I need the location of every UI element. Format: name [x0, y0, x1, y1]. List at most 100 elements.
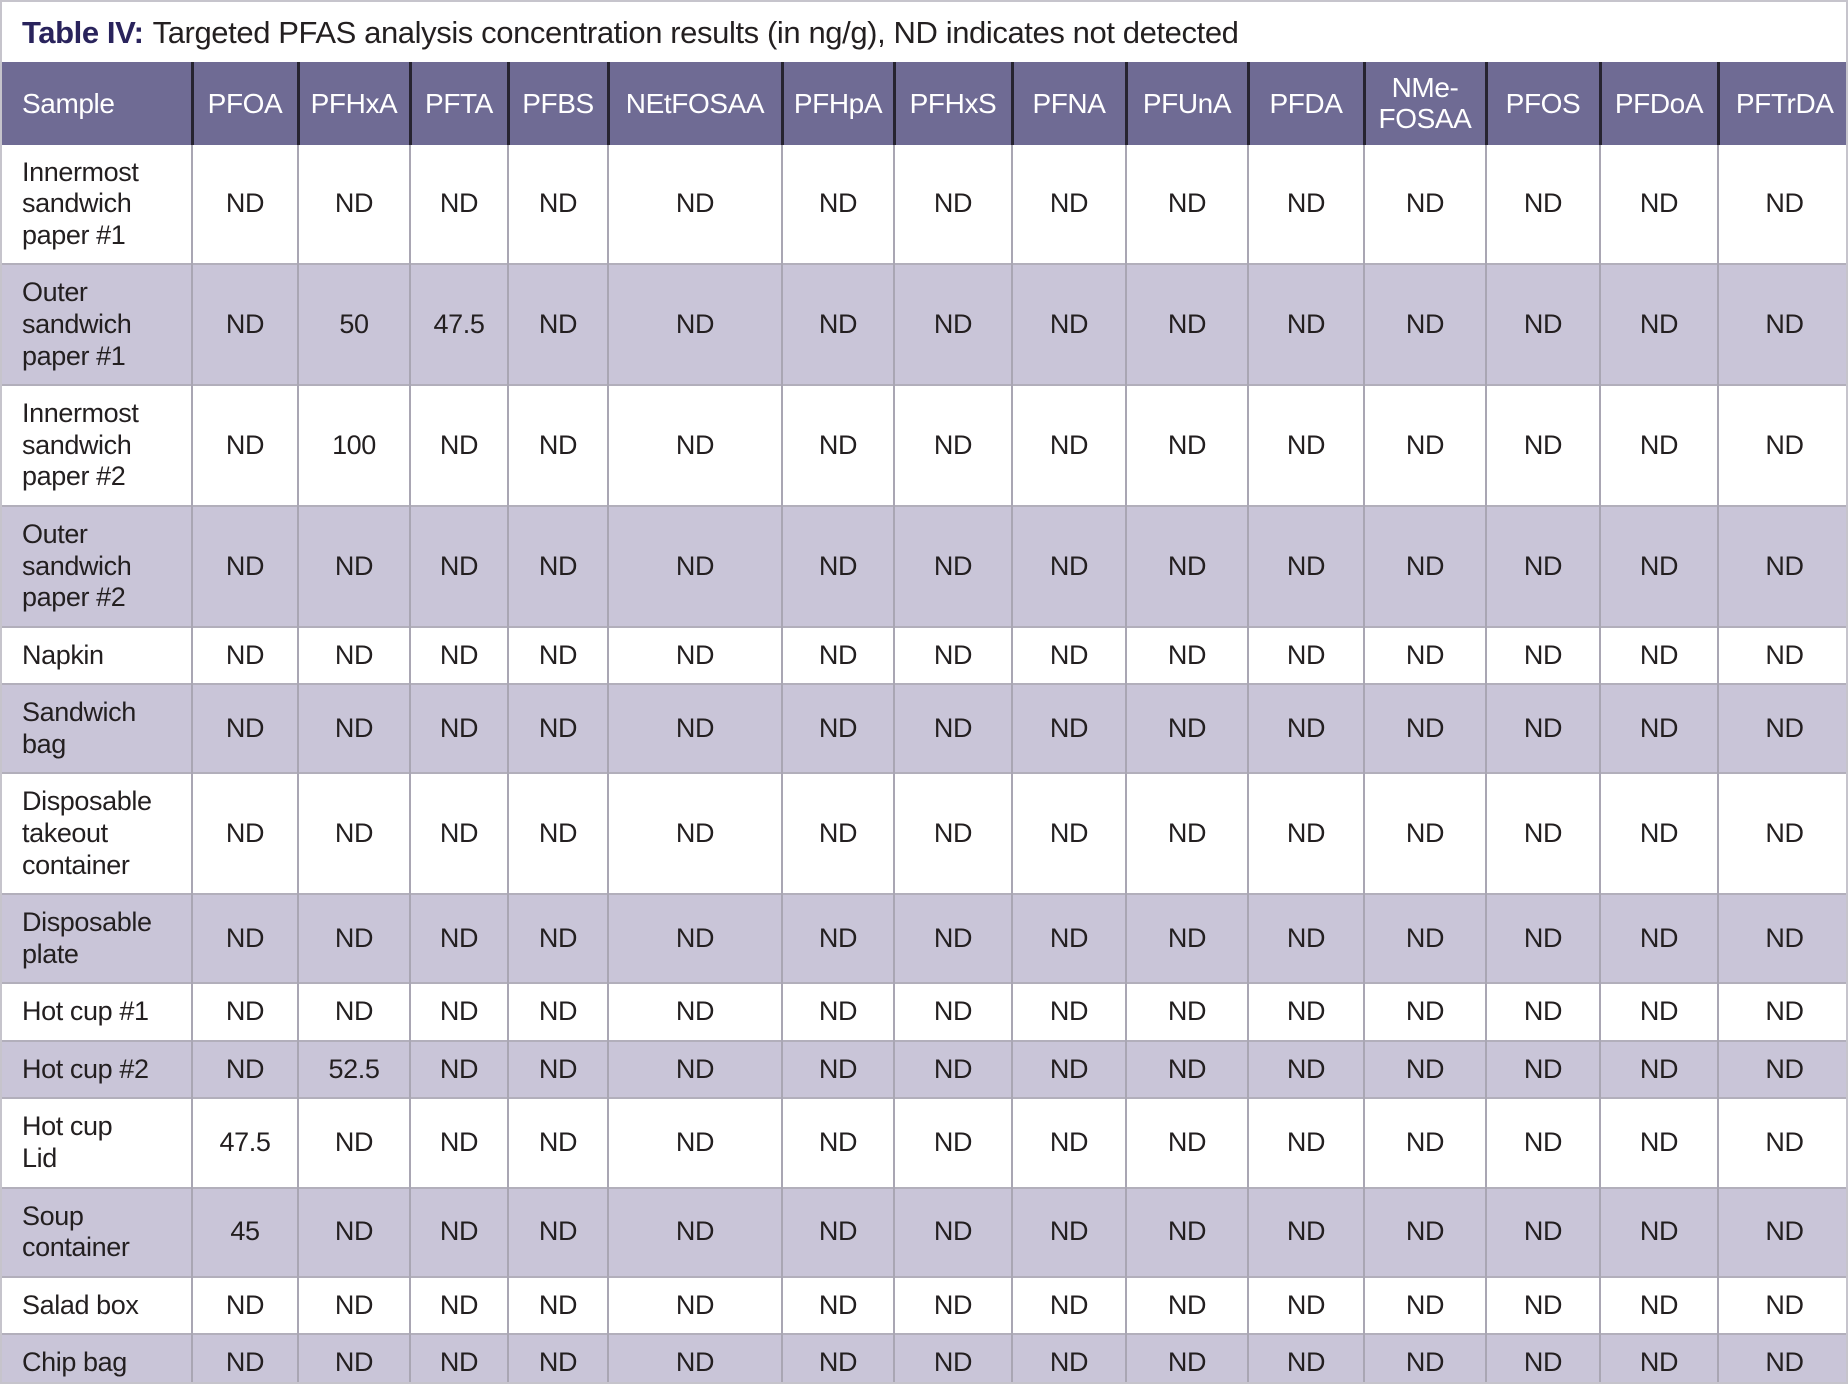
value-cell: ND	[781, 683, 894, 774]
value-cell: ND	[1485, 504, 1600, 627]
value-cell: ND	[1125, 893, 1248, 984]
value-cell: ND	[1485, 1039, 1600, 1099]
value-cell: ND	[1363, 625, 1486, 685]
value-cell: ND	[1125, 683, 1248, 774]
value-cell: ND	[607, 1333, 782, 1382]
value-cell: ND	[507, 625, 608, 685]
value-cell: ND	[507, 683, 608, 774]
column-header: PFHxS	[892, 62, 1012, 145]
value-cell: ND	[507, 1039, 608, 1099]
value-cell: ND	[409, 384, 508, 506]
value-cell: ND	[1599, 263, 1718, 386]
value-cell: ND	[1363, 144, 1486, 265]
table-row: Napkin ND ND ND ND ND ND ND ND ND ND ND ND ND ND	[2, 625, 1846, 685]
column-header: PFDA	[1246, 62, 1364, 145]
value-cell: 47.5	[409, 263, 508, 386]
value-cell: 50	[297, 263, 410, 386]
value-cell: ND	[1717, 772, 1846, 895]
value-cell: ND	[409, 683, 508, 774]
value-cell: ND	[1011, 1039, 1126, 1099]
table-row: Hot cup Lid 47.5 ND ND ND ND ND ND ND ND ND ND ND ND N…	[2, 1097, 1846, 1188]
value-cell: ND	[1247, 504, 1364, 627]
value-cell: ND	[781, 144, 894, 265]
value-cell: ND	[607, 625, 782, 685]
sample-cell: Hot cup #2	[2, 1039, 192, 1099]
value-cell: ND	[1011, 263, 1126, 386]
value-cell: ND	[1599, 625, 1718, 685]
sample-cell: Salad box	[2, 1275, 192, 1335]
column-header: PFBS	[506, 62, 608, 145]
value-cell: ND	[1599, 1186, 1718, 1277]
value-cell: ND	[297, 625, 410, 685]
value-cell: ND	[507, 893, 608, 984]
value-cell: ND	[1247, 625, 1364, 685]
value-cell: ND	[607, 1275, 782, 1335]
value-cell: ND	[893, 1039, 1012, 1099]
value-cell: ND	[507, 1333, 608, 1382]
value-cell: ND	[297, 1333, 410, 1382]
value-cell: ND	[1363, 1039, 1486, 1099]
value-cell: ND	[297, 772, 410, 895]
value-cell: ND	[409, 1333, 508, 1382]
value-cell: ND	[1363, 1333, 1486, 1382]
column-header: PFTrDA	[1716, 62, 1846, 145]
header-row: Sample PFOA PFHxA PFTA PFBS NEtFOSAA PFHpA PFHx…	[2, 62, 1846, 145]
column-header: PFUnA	[1124, 62, 1248, 145]
value-cell: ND	[1125, 144, 1248, 265]
value-cell: ND	[607, 504, 782, 627]
value-cell: ND	[1599, 1333, 1718, 1382]
value-cell: ND	[781, 504, 894, 627]
value-cell: ND	[409, 982, 508, 1041]
value-cell: ND	[1011, 982, 1126, 1041]
value-cell: ND	[1599, 1097, 1718, 1188]
value-cell: ND	[409, 1275, 508, 1335]
value-cell: ND	[1247, 982, 1364, 1041]
value-cell: ND	[1485, 683, 1600, 774]
sample-cell: Disposable takeout container	[2, 772, 192, 895]
value-cell: ND	[1247, 772, 1364, 895]
value-cell: ND	[1011, 1275, 1126, 1335]
value-cell: ND	[1363, 772, 1486, 895]
value-cell: ND	[893, 893, 1012, 984]
column-header: PFNA	[1010, 62, 1126, 145]
value-cell: ND	[607, 144, 782, 265]
value-cell: ND	[1125, 1097, 1248, 1188]
value-cell: ND	[1011, 772, 1126, 895]
value-cell: ND	[1485, 1186, 1600, 1277]
value-cell: ND	[893, 263, 1012, 386]
value-cell: ND	[607, 1186, 782, 1277]
sample-cell: Sandwich bag	[2, 683, 192, 774]
value-cell: ND	[607, 683, 782, 774]
value-cell: ND	[781, 263, 894, 386]
table-row: Chip bag ND ND ND ND ND ND ND ND ND ND ND ND ND ND	[2, 1333, 1846, 1382]
value-cell: ND	[409, 1039, 508, 1099]
value-cell: ND	[1011, 625, 1126, 685]
value-cell: ND	[297, 893, 410, 984]
value-cell: ND	[781, 1097, 894, 1188]
value-cell: ND	[409, 893, 508, 984]
value-cell: ND	[1363, 683, 1486, 774]
value-cell: ND	[1125, 1275, 1248, 1335]
sample-cell: Napkin	[2, 625, 192, 685]
value-cell: ND	[409, 772, 508, 895]
value-cell: ND	[507, 982, 608, 1041]
value-cell: ND	[1717, 1333, 1846, 1382]
value-cell: ND	[1125, 1186, 1248, 1277]
value-cell: ND	[893, 772, 1012, 895]
value-cell: ND	[781, 625, 894, 685]
value-cell: ND	[1717, 144, 1846, 265]
value-cell: ND	[1011, 683, 1126, 774]
value-cell: ND	[409, 144, 508, 265]
value-cell: ND	[507, 772, 608, 895]
value-cell: ND	[1717, 263, 1846, 386]
value-cell: ND	[1599, 982, 1718, 1041]
value-cell: ND	[1011, 1333, 1126, 1382]
value-cell: ND	[1247, 893, 1364, 984]
value-cell: ND	[1125, 625, 1248, 685]
value-cell: ND	[1247, 263, 1364, 386]
value-cell: ND	[191, 384, 298, 506]
value-cell: ND	[297, 504, 410, 627]
value-cell: ND	[507, 384, 608, 506]
value-cell: ND	[1485, 1275, 1600, 1335]
value-cell: ND	[893, 625, 1012, 685]
